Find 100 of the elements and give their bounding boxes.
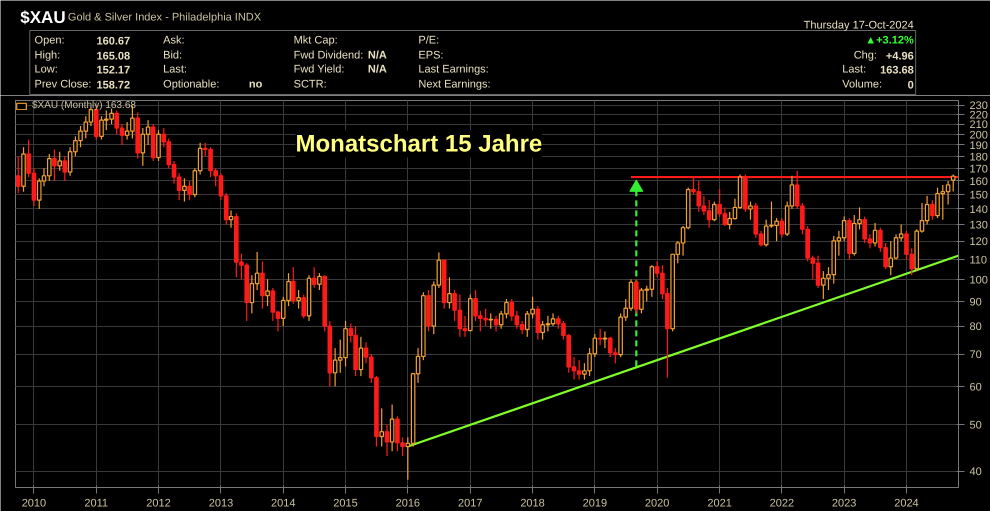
y-tick-label: 180	[970, 151, 988, 164]
text: N/A	[368, 50, 387, 62]
y-tick-label: 100	[970, 274, 988, 286]
candlestick	[301, 294, 306, 319]
candlestick	[291, 266, 296, 304]
text: Open:	[34, 34, 65, 46]
text: 163.68	[880, 64, 914, 76]
text: Ask:	[163, 34, 185, 46]
text: Optionable:	[163, 78, 220, 90]
candlestick	[182, 178, 187, 202]
x-tick-label: 2016	[396, 498, 420, 510]
text: 152.17	[96, 64, 130, 76]
candlestick	[52, 148, 57, 182]
x-tick-label: 2019	[582, 498, 608, 510]
x-tick-label: 2021	[707, 498, 732, 510]
candlestick	[488, 312, 494, 330]
text: SCTR:	[294, 78, 327, 90]
text: ▲+3.12%	[865, 34, 914, 46]
candlestick	[390, 404, 394, 452]
text: Last:	[163, 64, 187, 76]
text: 158.72	[96, 80, 130, 92]
y-tick-label: 160	[970, 176, 988, 188]
y-tick-label: 200	[970, 129, 988, 142]
text: Chg:	[854, 50, 877, 62]
y-tick-label: 220	[970, 109, 988, 122]
y-tick-label: 230	[970, 100, 988, 112]
candlestick	[187, 180, 192, 201]
text: no	[248, 78, 263, 90]
x-tick-label: 2024	[894, 498, 919, 510]
text: Thursday 17-Oct-2024	[804, 20, 914, 32]
text: Next Earnings:	[418, 78, 491, 90]
candlestick	[930, 200, 935, 220]
annotation: Monatschart 15 Jahre	[296, 130, 542, 158]
candlestick	[780, 217, 784, 238]
x-tick-label: 2012	[146, 498, 171, 510]
x-tick-label: 2018	[520, 498, 545, 510]
y-tick-label: 60	[970, 381, 982, 394]
y-tick-label: 120	[970, 236, 988, 248]
text: Mkt Cap:	[294, 34, 338, 46]
candlestick	[156, 130, 161, 162]
y-tick-label: 50	[970, 419, 982, 432]
y-tick-label: 80	[970, 321, 982, 334]
x-tick-label: 2015	[333, 498, 358, 510]
candlestick	[57, 151, 62, 172]
y-tick-label: 210	[970, 119, 988, 132]
y-tick-label: 140	[970, 204, 988, 216]
text: Prev Close:	[34, 78, 92, 90]
candlestick	[872, 222, 878, 248]
candlestick	[312, 266, 316, 289]
candlestick	[62, 156, 68, 182]
y-tick-label: 40	[970, 466, 982, 478]
y-tick-label: 150	[970, 189, 988, 202]
candlestick	[536, 306, 540, 340]
candlestick	[296, 290, 301, 310]
text: High:	[34, 50, 60, 62]
candlestick	[317, 272, 322, 291]
x-tick-label: 2023	[832, 498, 856, 510]
text: Last:	[842, 64, 866, 76]
candlestick	[602, 330, 608, 349]
candlestick	[228, 210, 234, 228]
x-tick-label: 2022	[770, 498, 794, 510]
text: 0	[908, 80, 914, 92]
x-tick-label: 2013	[208, 498, 234, 510]
chart-subtitle: Gold & Silver Index - Philadelphia INDX	[68, 12, 262, 24]
candlestick	[598, 328, 602, 346]
text: 160.67	[96, 36, 130, 48]
x-tick-label: 2017	[458, 498, 483, 510]
candlestick	[379, 408, 384, 448]
candlestick	[358, 336, 364, 377]
candlestick	[748, 200, 753, 220]
x-tick-label: 2020	[644, 498, 670, 510]
y-tick-label: 110	[970, 254, 988, 266]
x-tick-label: 2010	[22, 498, 46, 510]
legend-label: $XAU (Monthly) 163.68	[32, 100, 136, 111]
candlestick	[260, 260, 265, 310]
candlestick	[447, 276, 452, 310]
candlestick	[712, 200, 717, 222]
x-tick-label: 2014	[271, 498, 296, 510]
text: Bid:	[163, 50, 182, 62]
candlestick	[16, 156, 21, 194]
candlestick	[950, 174, 956, 192]
text: Fwd Yield:	[294, 64, 344, 76]
y-tick-label: 170	[970, 163, 988, 176]
text: 165.08	[96, 50, 130, 62]
text: P/E:	[418, 34, 440, 46]
y-tick-label: 70	[970, 349, 982, 362]
chart-title: $XAU	[20, 8, 66, 27]
y-tick-label: 130	[970, 219, 988, 232]
y-tick-label: 190	[970, 140, 988, 152]
text: Low:	[34, 64, 58, 76]
text: +4.96	[886, 50, 914, 62]
y-tick-label: 90	[970, 296, 982, 308]
text: Fwd Dividend:	[294, 50, 364, 62]
text: Volume:	[842, 78, 882, 90]
text: Last Earnings:	[418, 64, 489, 76]
text: EPS:	[418, 50, 444, 62]
text: N/A	[368, 64, 387, 76]
x-tick-label: 2011	[84, 498, 108, 510]
candlestick	[494, 315, 498, 332]
candlestick	[265, 278, 270, 307]
